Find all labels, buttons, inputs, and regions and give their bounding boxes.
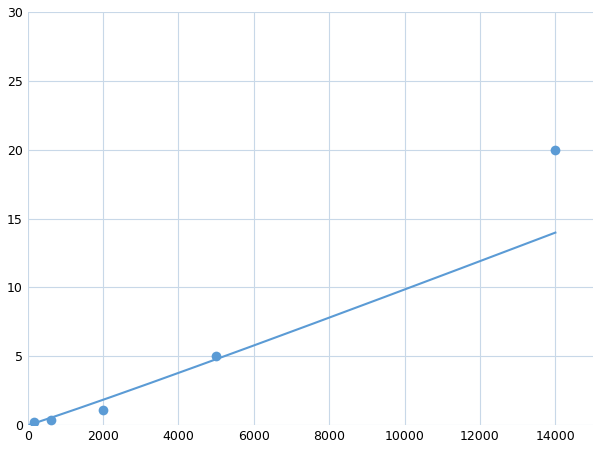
Point xyxy=(551,146,560,153)
Point xyxy=(98,406,108,414)
Point xyxy=(29,419,38,426)
Point xyxy=(211,353,221,360)
Point xyxy=(46,416,56,423)
